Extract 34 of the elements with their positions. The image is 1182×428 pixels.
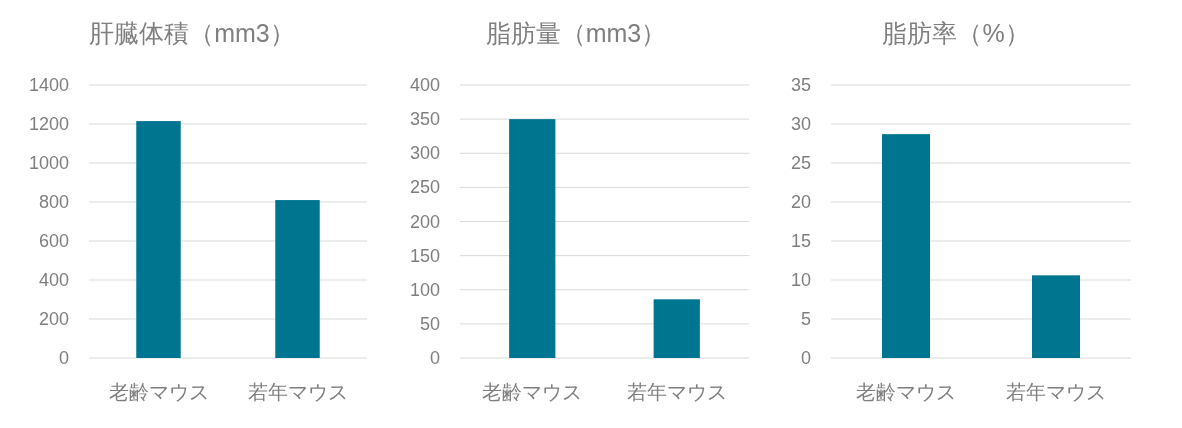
y-tick-label: 400 xyxy=(409,75,440,95)
y-tick-label: 200 xyxy=(409,211,440,232)
x-tick-label: 若年マウス xyxy=(247,381,348,403)
y-tick-label: 1000 xyxy=(28,153,69,173)
y-tick-label: 250 xyxy=(409,177,440,198)
chart-title: 脂肪量（mm3） xyxy=(485,19,667,47)
chart-title: 脂肪率（%） xyxy=(882,19,1030,47)
y-tick-label: 1400 xyxy=(28,75,69,95)
x-tick-label: 老齢マウス xyxy=(856,381,956,403)
y-tick-label: 30 xyxy=(790,114,811,134)
x-tick-label: 若年マウス xyxy=(1006,381,1106,403)
x-tick-label: 老齢マウス xyxy=(482,381,583,403)
y-tick-label: 350 xyxy=(409,109,440,130)
y-tick-label: 0 xyxy=(429,348,440,368)
y-tick-label: 400 xyxy=(38,270,69,290)
x-tick-label: 老齢マウス xyxy=(108,381,209,403)
y-tick-label: 50 xyxy=(419,313,440,334)
y-tick-label: 800 xyxy=(38,192,69,212)
y-tick-label: 150 xyxy=(409,245,440,266)
y-tick-label: 600 xyxy=(38,231,69,251)
y-tick-label: 1200 xyxy=(28,114,69,134)
x-tick-label: 若年マウス xyxy=(626,381,727,403)
y-tick-label: 100 xyxy=(409,279,440,300)
y-tick-label: 0 xyxy=(800,348,811,368)
chart-title: 肝臓体積（mm3） xyxy=(89,19,295,47)
y-tick-label: 0 xyxy=(58,348,69,368)
y-tick-label: 300 xyxy=(409,143,440,164)
y-tick-label: 5 xyxy=(800,309,811,329)
y-tick-label: 10 xyxy=(790,270,811,290)
y-tick-label: 35 xyxy=(790,75,811,95)
y-tick-label: 20 xyxy=(790,192,811,212)
y-tick-label: 200 xyxy=(38,309,69,329)
y-tick-label: 15 xyxy=(790,231,811,251)
y-tick-label: 25 xyxy=(790,153,811,173)
